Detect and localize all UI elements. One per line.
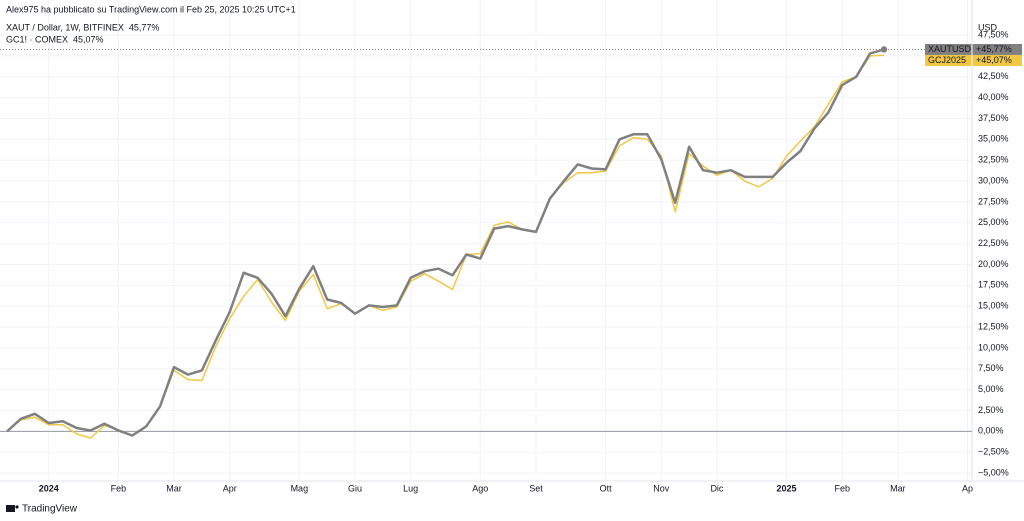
x-tick-label: Apr — [223, 483, 237, 493]
y-tick-label: 30,00% — [978, 175, 1009, 185]
x-tick-label: Feb — [834, 483, 850, 493]
y-tick-label: 40,00% — [978, 92, 1009, 102]
legend-name: XAUT / Dollar, 1W, BITFINEX — [6, 22, 124, 32]
y-tick-label: 32,50% — [978, 155, 1009, 165]
y-tick-label: 15,00% — [978, 301, 1009, 311]
x-tick-label: Giu — [348, 483, 362, 493]
tag-value: +45,77% — [976, 44, 1012, 54]
tag-name: XAUTUSD — [928, 44, 972, 54]
x-tick-label: Lug — [403, 483, 418, 493]
brand-logo — [6, 505, 19, 512]
last-point — [880, 46, 888, 53]
y-tick-label: 5,00% — [978, 384, 1004, 394]
y-tick-label: 22,50% — [978, 238, 1009, 248]
y-tick-label: 37,50% — [978, 113, 1009, 123]
x-tick-label: Mar — [166, 483, 182, 493]
y-tick-label: 12,50% — [978, 321, 1009, 331]
y-tick-label: 7,50% — [978, 363, 1004, 373]
y-axis-label: USD — [978, 22, 998, 32]
tag-box — [925, 54, 1022, 66]
grid — [0, 0, 972, 481]
y-tick-label: 47,50% — [978, 29, 1009, 39]
y-tick-label: 25,00% — [978, 217, 1009, 227]
x-tick-label: Ago — [472, 483, 488, 493]
y-tick-label: −5,00% — [978, 467, 1009, 477]
x-tick-label: Mag — [291, 483, 309, 493]
x-tick-label: Feb — [111, 483, 127, 493]
y-tick-label: 20,00% — [978, 259, 1009, 269]
tag-name: GCJ2025 — [928, 55, 966, 65]
legend-name: GC1! · COMEX — [6, 34, 68, 44]
x-tick-label: Nov — [653, 483, 670, 493]
legend-value: 45,77% — [129, 22, 160, 32]
y-tick-label: 2,50% — [978, 405, 1004, 415]
legend-value: 45,07% — [73, 34, 104, 44]
x-tick-label: Set — [529, 483, 543, 493]
chart-title: Alex975 ha pubblicato su TradingView.com… — [6, 4, 296, 14]
y-tick-label: 42,50% — [978, 71, 1009, 81]
x-tick-label: 2025 — [777, 483, 797, 493]
y-tick-label: 27,50% — [978, 196, 1009, 206]
y-tick-label: −2,50% — [978, 447, 1009, 457]
series-line — [6, 54, 885, 439]
tag-box — [925, 43, 1022, 55]
y-tick-label: 0,00% — [978, 426, 1004, 436]
tag-value: +45,07% — [976, 55, 1012, 65]
x-tick-label: 2024 — [39, 483, 59, 493]
series-line — [6, 48, 885, 437]
brand: TradingView — [22, 504, 78, 515]
x-tick-label: Ap — [962, 483, 973, 493]
y-tick-label: 10,00% — [978, 342, 1009, 352]
x-tick-label: Dic — [710, 483, 723, 493]
y-tick-label: 17,50% — [978, 280, 1009, 290]
x-tick-label: Mar — [890, 483, 906, 493]
x-tick-label: Ott — [600, 483, 613, 493]
y-tick-label: 35,00% — [978, 134, 1009, 144]
